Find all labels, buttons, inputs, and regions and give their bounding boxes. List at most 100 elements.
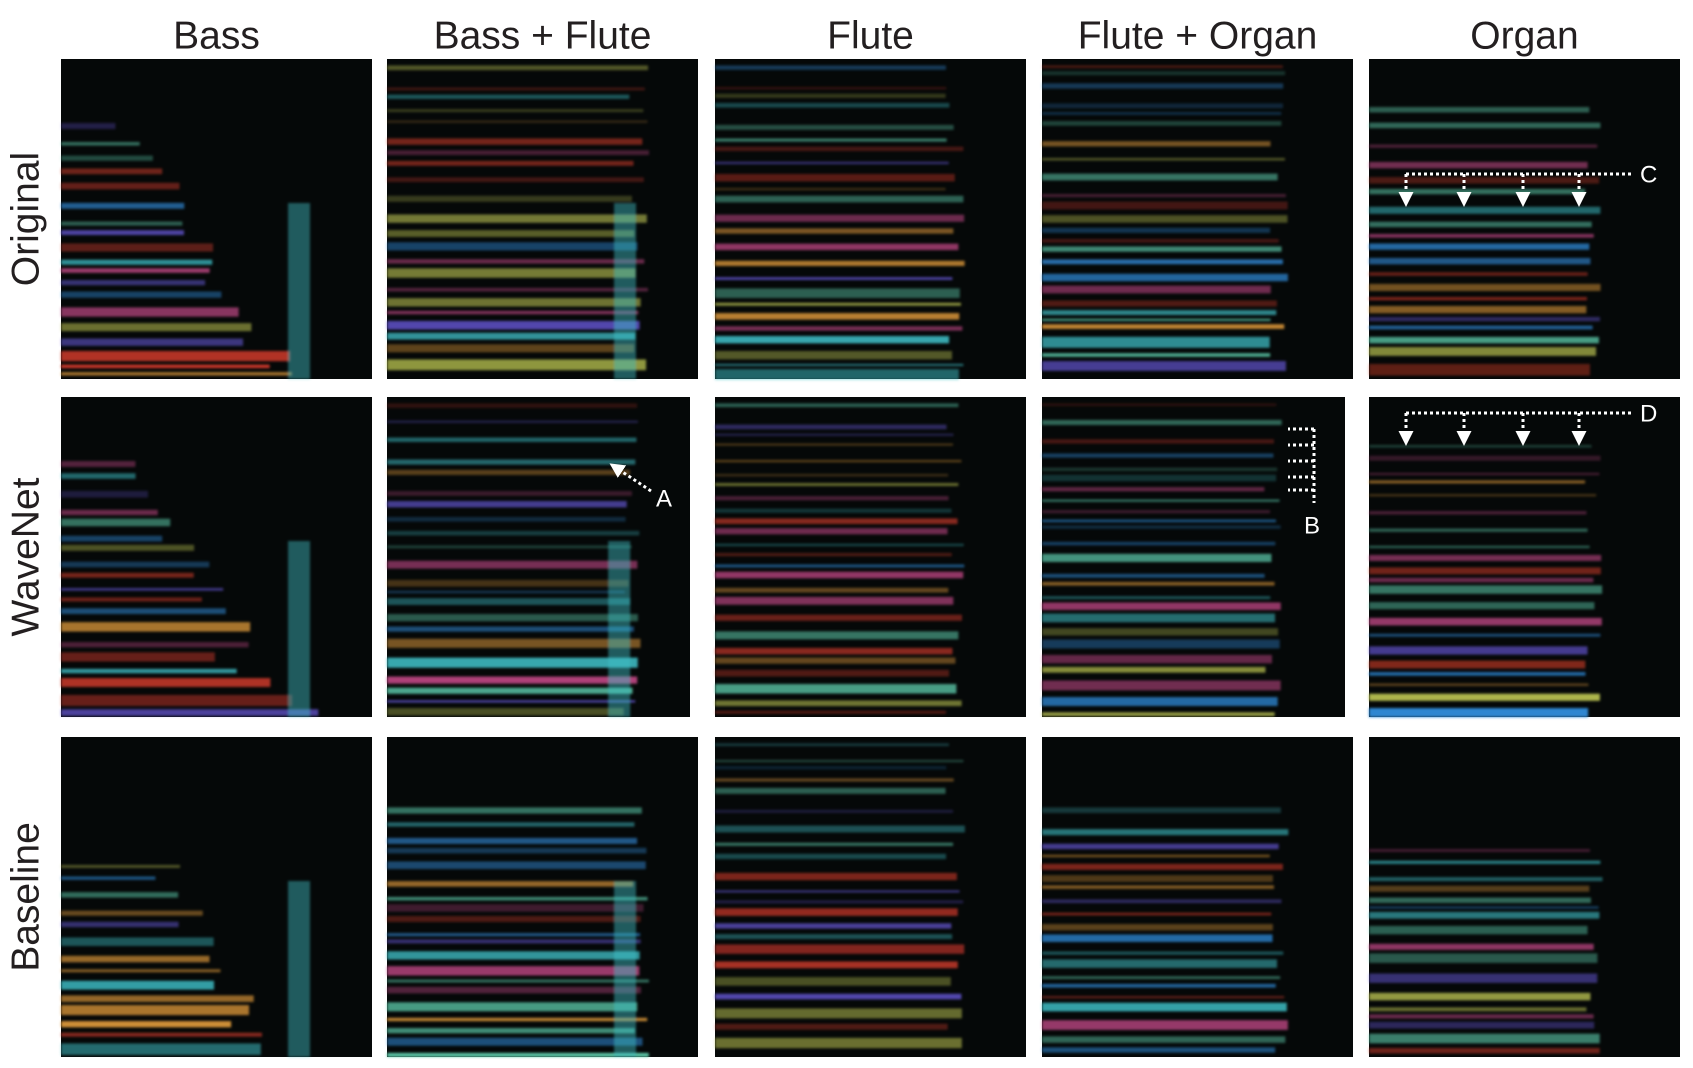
band <box>715 631 959 640</box>
band <box>387 177 644 183</box>
band <box>1042 310 1277 316</box>
band <box>715 842 954 846</box>
band <box>387 590 625 594</box>
band <box>387 320 640 330</box>
band <box>715 657 956 664</box>
band <box>1042 613 1276 623</box>
band <box>715 564 965 568</box>
bands <box>1042 403 1282 717</box>
band <box>715 977 951 986</box>
band <box>1042 885 1274 889</box>
band <box>387 310 639 315</box>
band <box>1042 654 1272 664</box>
band <box>715 336 950 344</box>
band <box>1369 480 1586 484</box>
band <box>1042 474 1277 482</box>
band <box>387 420 638 423</box>
band <box>1042 201 1288 210</box>
band <box>1042 259 1283 265</box>
band <box>1369 122 1601 129</box>
band <box>1369 336 1599 344</box>
band <box>387 545 632 549</box>
annotation-label: D <box>1640 400 1657 427</box>
band <box>1369 897 1591 904</box>
band <box>288 203 311 379</box>
band <box>715 161 949 165</box>
band <box>715 363 964 366</box>
band <box>387 491 632 496</box>
labels: Bass Bass + Flute Flute Flute + Organ Organ O… <box>4 14 1578 972</box>
band <box>1369 1021 1595 1029</box>
band <box>387 403 638 408</box>
column-header: Organ <box>1470 14 1578 57</box>
band <box>715 93 946 98</box>
band <box>715 587 949 593</box>
band <box>1042 246 1282 252</box>
band <box>61 338 244 346</box>
band <box>61 969 221 973</box>
band <box>288 881 311 1057</box>
band <box>61 202 185 209</box>
band <box>387 881 634 887</box>
band <box>715 483 959 486</box>
band <box>61 123 116 130</box>
band <box>715 944 965 954</box>
band <box>1042 1047 1276 1053</box>
band <box>61 1021 232 1028</box>
spectrogram-panel <box>715 397 1026 717</box>
band <box>608 541 631 717</box>
band <box>715 288 960 299</box>
row-label: Original <box>4 152 47 286</box>
band <box>387 500 627 508</box>
band <box>61 608 226 615</box>
band <box>387 65 649 71</box>
band <box>61 622 251 632</box>
band <box>1042 318 1271 321</box>
band <box>387 847 647 854</box>
band <box>715 146 964 152</box>
band <box>715 433 954 436</box>
band <box>1042 510 1271 514</box>
band <box>387 676 638 684</box>
bands <box>1042 65 1288 371</box>
band <box>61 155 153 161</box>
band <box>387 298 641 307</box>
band <box>1042 712 1275 717</box>
band <box>715 908 958 916</box>
band <box>61 518 171 527</box>
band <box>387 687 633 694</box>
band <box>1042 1002 1287 1012</box>
band <box>387 437 637 443</box>
band <box>387 966 640 976</box>
column-header: Bass + Flute <box>434 14 652 57</box>
band <box>387 120 648 123</box>
band <box>1042 1036 1286 1043</box>
band <box>1042 525 1281 529</box>
band <box>1369 973 1598 983</box>
band <box>387 915 641 923</box>
band <box>1042 285 1271 294</box>
band <box>1369 188 1586 195</box>
band <box>1369 316 1600 322</box>
band <box>1369 206 1601 214</box>
band <box>1369 911 1600 919</box>
annotation-label: C <box>1640 161 1657 188</box>
panel-background <box>1369 737 1680 1057</box>
band <box>715 961 958 969</box>
band <box>1042 65 1283 68</box>
band <box>387 939 641 944</box>
band <box>387 708 624 716</box>
band <box>715 787 946 794</box>
band <box>387 94 630 99</box>
band <box>61 865 181 868</box>
band <box>61 182 180 190</box>
band <box>1369 585 1603 594</box>
band <box>1369 708 1589 718</box>
band <box>1042 273 1288 282</box>
band <box>387 459 636 465</box>
band <box>61 1005 250 1016</box>
bands <box>1042 807 1289 1053</box>
band <box>61 921 179 928</box>
band <box>61 544 195 551</box>
band <box>1042 336 1270 348</box>
